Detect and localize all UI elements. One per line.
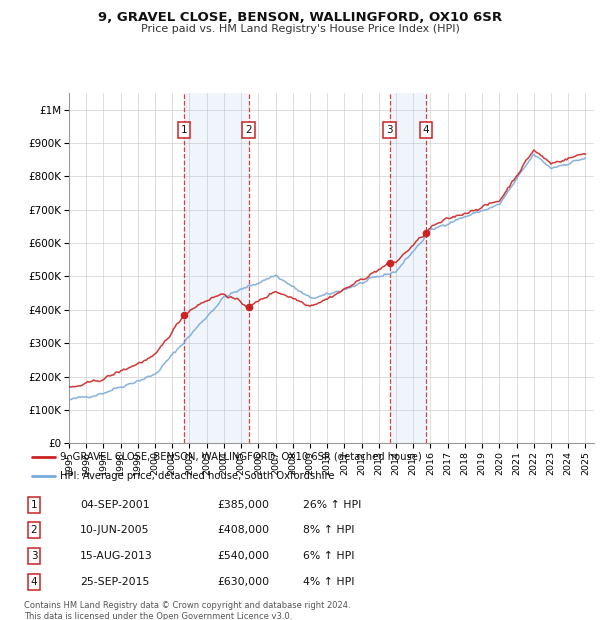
Text: 3: 3 [31,551,37,561]
Text: 25-SEP-2015: 25-SEP-2015 [80,577,149,587]
Text: 4: 4 [31,577,37,587]
Text: Price paid vs. HM Land Registry's House Price Index (HPI): Price paid vs. HM Land Registry's House … [140,24,460,33]
Text: 9, GRAVEL CLOSE, BENSON, WALLINGFORD, OX10 6SR (detached house): 9, GRAVEL CLOSE, BENSON, WALLINGFORD, OX… [60,452,422,462]
Text: 1: 1 [31,500,37,510]
Text: 2: 2 [245,125,252,135]
Text: 6% ↑ HPI: 6% ↑ HPI [303,551,355,561]
Text: 26% ↑ HPI: 26% ↑ HPI [303,500,361,510]
Text: 9, GRAVEL CLOSE, BENSON, WALLINGFORD, OX10 6SR: 9, GRAVEL CLOSE, BENSON, WALLINGFORD, OX… [98,11,502,24]
Text: 8% ↑ HPI: 8% ↑ HPI [303,525,355,535]
Text: 10-JUN-2005: 10-JUN-2005 [80,525,149,535]
Text: Contains HM Land Registry data © Crown copyright and database right 2024.
This d: Contains HM Land Registry data © Crown c… [24,601,350,620]
Bar [389,93,426,443]
Text: 3: 3 [386,125,393,135]
Text: HPI: Average price, detached house, South Oxfordshire: HPI: Average price, detached house, Sout… [60,471,335,481]
Text: 15-AUG-2013: 15-AUG-2013 [80,551,152,561]
Text: 04-SEP-2001: 04-SEP-2001 [80,500,149,510]
Text: 2: 2 [31,525,37,535]
Text: £408,000: £408,000 [217,525,269,535]
Text: £540,000: £540,000 [217,551,269,561]
Text: 4: 4 [422,125,429,135]
Bar [184,93,249,443]
Text: £630,000: £630,000 [217,577,269,587]
Text: 1: 1 [181,125,187,135]
Text: 4% ↑ HPI: 4% ↑ HPI [303,577,355,587]
Text: £385,000: £385,000 [218,500,269,510]
